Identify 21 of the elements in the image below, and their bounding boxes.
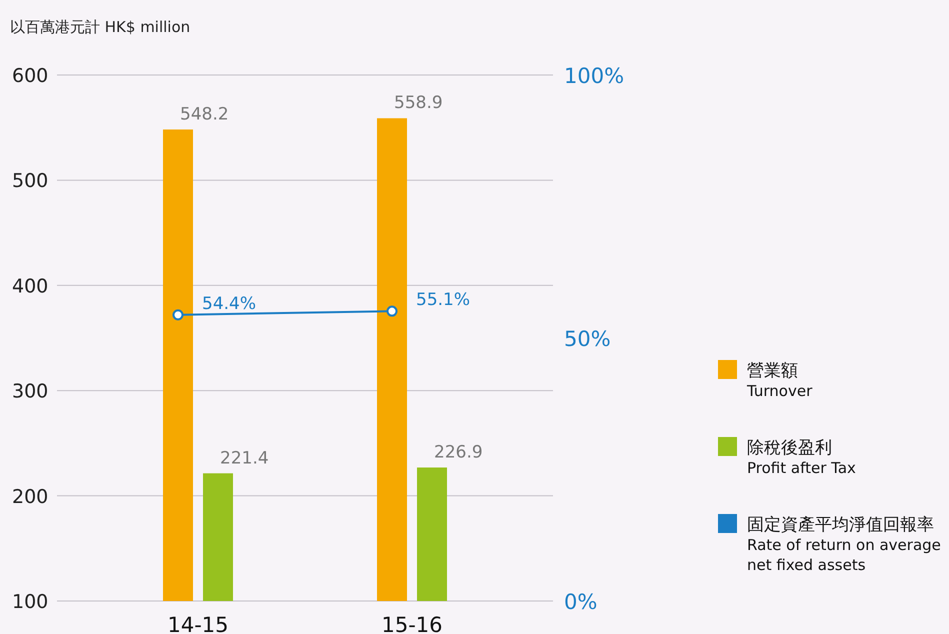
y-tick-label: 300: [12, 380, 48, 403]
legend-label: 固定資產平均淨值回報率 Rate of return on average net fixed assets: [747, 515, 941, 574]
y-tick-label: 200: [12, 486, 48, 508]
y-tick-label: 400: [12, 275, 48, 298]
data-label: 226.9: [434, 442, 483, 462]
data-label: 54.4%: [202, 294, 256, 314]
y2-tick-label: 100%: [564, 64, 624, 88]
y-axis-title: 以百萬港元計 HK$ million: [10, 18, 190, 36]
x-tick-label: 14-15: [167, 613, 229, 634]
data-label: 558.9: [394, 93, 443, 114]
y2-tick-label: 0%: [564, 590, 598, 614]
x-tick-label: 15-16: [381, 613, 443, 634]
y-tick-label: 500: [12, 170, 48, 192]
data-label: 221.4: [220, 448, 269, 468]
legend-label: 除稅後盈利 Profit after Tax: [747, 438, 856, 477]
y2-tick-label: 50%: [564, 327, 611, 351]
y-tick-label: 600: [12, 65, 48, 87]
data-label: 55.1%: [416, 290, 470, 310]
legend-label: 營業額 Turnover: [746, 361, 814, 400]
y-tick-label: 100: [12, 591, 48, 613]
data-label: 548.2: [180, 104, 229, 124]
